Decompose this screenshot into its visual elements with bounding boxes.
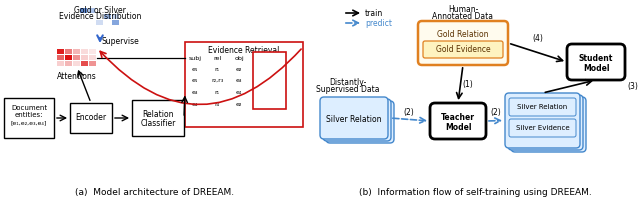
Text: Silver Evidence: Silver Evidence <box>516 125 570 131</box>
Text: train: train <box>365 8 383 18</box>
Text: e₄: e₄ <box>236 90 242 95</box>
Bar <box>89 49 96 54</box>
Text: Gold or Silver: Gold or Silver <box>74 6 126 15</box>
FancyBboxPatch shape <box>509 119 576 137</box>
Text: e₃: e₃ <box>236 78 242 83</box>
Text: e₂: e₂ <box>236 67 242 72</box>
Text: r₂,r₃: r₂,r₃ <box>211 78 223 83</box>
Text: (1): (1) <box>462 80 473 88</box>
Text: (2): (2) <box>490 108 501 118</box>
Text: Supervised Data: Supervised Data <box>316 85 380 94</box>
Bar <box>73 61 80 66</box>
Bar <box>73 55 80 60</box>
Text: e₁: e₁ <box>192 67 198 72</box>
Bar <box>80 8 87 13</box>
Bar <box>57 49 64 54</box>
Text: Evidence Retrieval: Evidence Retrieval <box>208 46 280 55</box>
Bar <box>81 61 88 66</box>
Bar <box>81 55 88 60</box>
Text: [1]: [1] <box>262 67 271 72</box>
Text: obj: obj <box>234 56 244 61</box>
Text: e₃: e₃ <box>192 90 198 95</box>
Bar <box>88 8 95 13</box>
Text: Classifier: Classifier <box>140 119 176 128</box>
Bar <box>4 98 54 138</box>
Text: [2,3]: [2,3] <box>260 78 275 83</box>
Bar <box>185 42 303 127</box>
Text: entities:: entities: <box>15 112 44 118</box>
Text: Gold Evidence: Gold Evidence <box>436 44 490 54</box>
Bar <box>104 14 111 19</box>
Bar <box>112 14 119 19</box>
FancyBboxPatch shape <box>509 98 576 116</box>
Text: Distantly-: Distantly- <box>330 78 367 87</box>
Text: Model: Model <box>445 123 471 132</box>
Text: (4): (4) <box>532 34 543 42</box>
Text: Attentions: Attentions <box>57 72 97 81</box>
Text: r₄: r₄ <box>214 102 220 107</box>
Text: Evidence Distribution: Evidence Distribution <box>59 12 141 21</box>
Bar <box>73 49 80 54</box>
Text: evidence: evidence <box>253 56 282 61</box>
Text: [4]: [4] <box>262 102 271 107</box>
Text: [5]: [5] <box>262 90 271 95</box>
Text: rel: rel <box>213 56 221 61</box>
Text: Silver Relation: Silver Relation <box>326 116 381 124</box>
FancyBboxPatch shape <box>567 44 625 80</box>
Text: r₁: r₁ <box>214 90 220 95</box>
Text: e₄: e₄ <box>192 102 198 107</box>
FancyBboxPatch shape <box>326 101 394 143</box>
Bar <box>253 52 286 109</box>
Bar <box>70 103 112 133</box>
Text: Encoder: Encoder <box>76 114 107 122</box>
Text: r₁: r₁ <box>214 67 220 72</box>
FancyBboxPatch shape <box>418 21 508 65</box>
Text: [e₁,e₂,e₃,e₄]: [e₁,e₂,e₃,e₄] <box>11 120 47 125</box>
Text: Silver Relation: Silver Relation <box>517 104 568 110</box>
Bar <box>65 61 72 66</box>
Bar <box>132 100 184 136</box>
Bar <box>57 61 64 66</box>
Text: Student: Student <box>579 54 613 63</box>
Text: predict: predict <box>365 19 392 27</box>
Text: (a)  Model architecture of DREEAM.: (a) Model architecture of DREEAM. <box>76 188 235 197</box>
Bar <box>96 20 103 25</box>
FancyBboxPatch shape <box>505 93 580 148</box>
FancyBboxPatch shape <box>511 97 586 152</box>
Bar <box>112 20 119 25</box>
Text: (3): (3) <box>627 82 638 91</box>
FancyBboxPatch shape <box>508 95 583 150</box>
Text: Gold Relation: Gold Relation <box>437 30 489 39</box>
Bar <box>89 61 96 66</box>
Text: Model: Model <box>583 64 609 73</box>
Text: Supervise: Supervise <box>102 37 140 45</box>
Text: (2): (2) <box>404 108 414 118</box>
Text: Document: Document <box>11 105 47 111</box>
Bar <box>65 55 72 60</box>
Text: subj: subj <box>189 56 202 61</box>
Text: e₂: e₂ <box>236 102 242 107</box>
Text: e₁: e₁ <box>192 78 198 83</box>
Text: Teacher: Teacher <box>441 113 475 122</box>
Bar <box>65 49 72 54</box>
FancyBboxPatch shape <box>423 41 503 58</box>
Text: (b)  Information flow of self-training using DREEAM.: (b) Information flow of self-training us… <box>358 188 591 197</box>
Text: Annotated Data: Annotated Data <box>433 12 493 21</box>
FancyBboxPatch shape <box>430 103 486 139</box>
Bar <box>81 49 88 54</box>
FancyBboxPatch shape <box>323 99 391 141</box>
Bar <box>57 55 64 60</box>
Bar <box>89 55 96 60</box>
Text: Relation: Relation <box>142 110 173 119</box>
FancyBboxPatch shape <box>320 97 388 139</box>
Text: Human-: Human- <box>448 5 478 14</box>
